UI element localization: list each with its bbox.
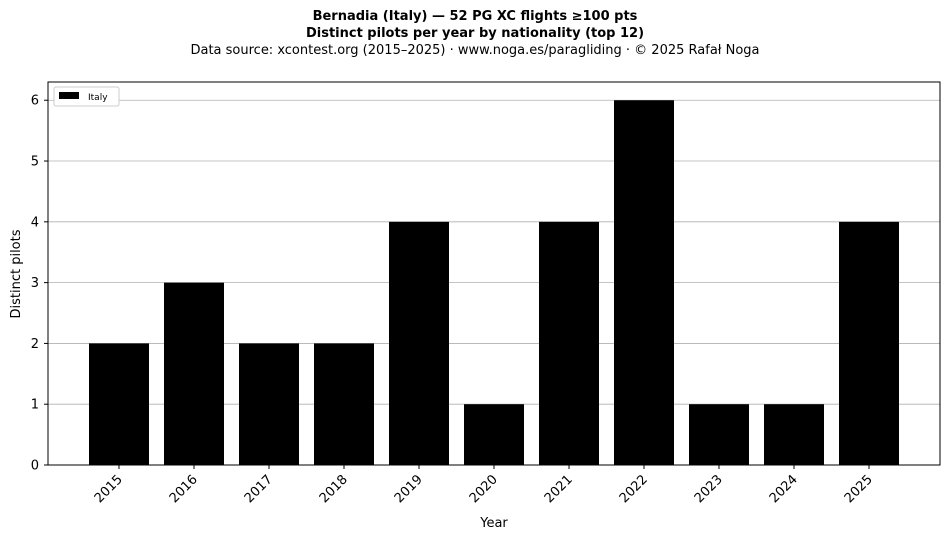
legend: Italy: [53, 86, 120, 107]
x-tick-label-2018: 2018: [317, 472, 351, 506]
bar-2023: [689, 404, 749, 465]
x-tick-label-2024: 2024: [767, 472, 801, 506]
bar-2017: [239, 343, 299, 465]
bar-2020: [464, 404, 524, 465]
x-tick-label-2023: 2023: [692, 472, 726, 506]
bar-2019: [389, 221, 449, 465]
y-tick-label-3: 3: [31, 276, 39, 291]
y-tick-label-0: 0: [31, 459, 39, 474]
legend-swatch-italy: [59, 92, 79, 99]
y-tick-label-2: 2: [31, 337, 39, 352]
bar-2016: [164, 282, 224, 465]
x-axis-label: Year: [479, 516, 508, 531]
y-tick-label-4: 4: [31, 215, 39, 230]
bar-2024: [764, 404, 824, 465]
y-tick-label-6: 6: [31, 94, 39, 109]
x-tick-label-2015: 2015: [92, 472, 126, 506]
legend-label-italy: Italy: [88, 93, 108, 103]
y-tick-label-1: 1: [31, 398, 39, 413]
x-tick-label-2020: 2020: [467, 472, 501, 506]
x-tick-label-2016: 2016: [167, 472, 201, 506]
y-tick-label-5: 5: [31, 155, 39, 170]
x-tick-label-2022: 2022: [617, 472, 651, 506]
chart-subtitle: Distinct pilots per year by nationality …: [305, 26, 645, 41]
chart-title: Bernadia (Italy) — 52 PG XC flights ≥100…: [312, 9, 638, 24]
bar-2021: [539, 221, 599, 465]
bar-2022: [614, 100, 674, 465]
y-axis: 0 1 2 3 4 5 6: [31, 94, 48, 474]
x-tick-label-2017: 2017: [242, 472, 276, 506]
legend-box: [53, 86, 120, 107]
bar-group: [89, 100, 899, 465]
bar-2015: [89, 343, 149, 465]
x-tick-label-2021: 2021: [542, 472, 576, 506]
y-axis-label: Distinct pilots: [9, 229, 24, 318]
bar-2018: [314, 343, 374, 465]
x-tick-label-2019: 2019: [392, 472, 426, 506]
bar-2025: [839, 221, 899, 465]
x-axis: 2015 2016 2017 2018 2019 2020 2021 2022 2023 2024…: [92, 465, 876, 506]
chart-source-note: Data source: xcontest.org (2015–2025) · …: [190, 43, 760, 58]
chart-title-block: Bernadia (Italy) — 52 PG XC flights ≥100…: [0, 8, 950, 60]
x-tick-label-2025: 2025: [842, 472, 876, 506]
